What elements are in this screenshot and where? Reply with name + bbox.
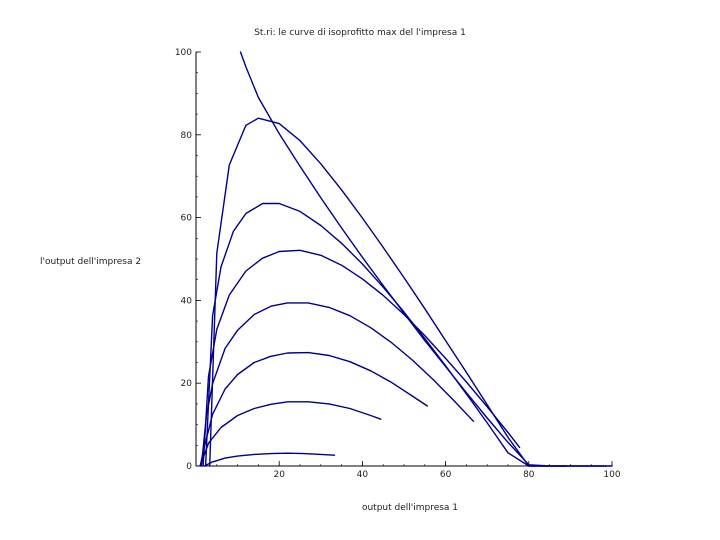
isoprofit-curve-6	[199, 351, 428, 467]
y-tick-label: 80	[181, 131, 193, 141]
x-tick-label: 100	[603, 470, 620, 480]
chart-title: St.ri: le curve di isoprofitto max del l…	[254, 28, 466, 38]
y-tick-label: 100	[175, 48, 192, 58]
isoprofit-curve-8	[203, 452, 336, 467]
x-tick-label: 60	[440, 470, 452, 480]
x-tick-label: 40	[357, 470, 369, 480]
isoprofit-curve-3	[204, 202, 567, 467]
x-tick-label: 80	[523, 470, 535, 480]
y-axis-label: l'output dell'impresa 2	[40, 257, 142, 267]
isoprofit-curves	[199, 51, 613, 467]
isoprofit-curve-5	[200, 302, 475, 467]
y-tick-label: 40	[181, 296, 193, 306]
isoprofit-curve-7	[199, 401, 382, 467]
isoprofit-curve-2	[209, 117, 613, 467]
y-tick-label: 0	[186, 462, 192, 472]
y-tick-label: 60	[181, 214, 193, 224]
x-axis-label: output dell'impresa 1	[361, 503, 459, 513]
isoprofit-curve-4	[202, 249, 521, 467]
axes: 20 40 60 80 100 0 20 40 60 80 100	[175, 48, 621, 480]
x-tick-label: 20	[273, 470, 285, 480]
y-tick-label: 20	[181, 379, 193, 389]
